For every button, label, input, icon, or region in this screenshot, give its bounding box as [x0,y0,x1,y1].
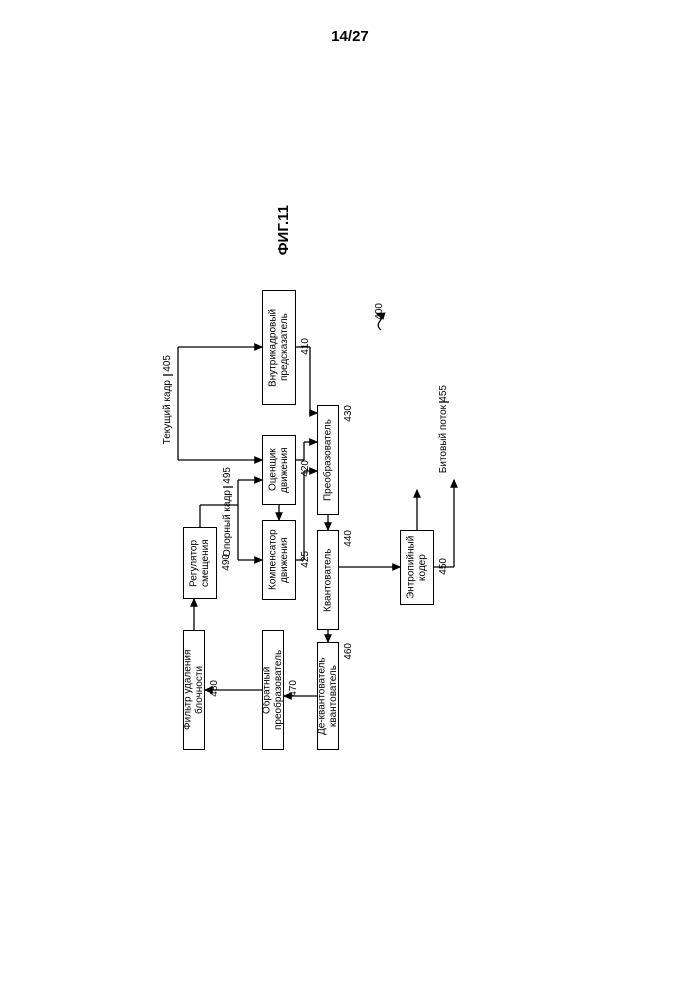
arrows-layer [0,0,700,999]
diagram-figure-11: ФИГ.11 400 405 Текущий кадр 495 Опорный … [0,0,700,999]
